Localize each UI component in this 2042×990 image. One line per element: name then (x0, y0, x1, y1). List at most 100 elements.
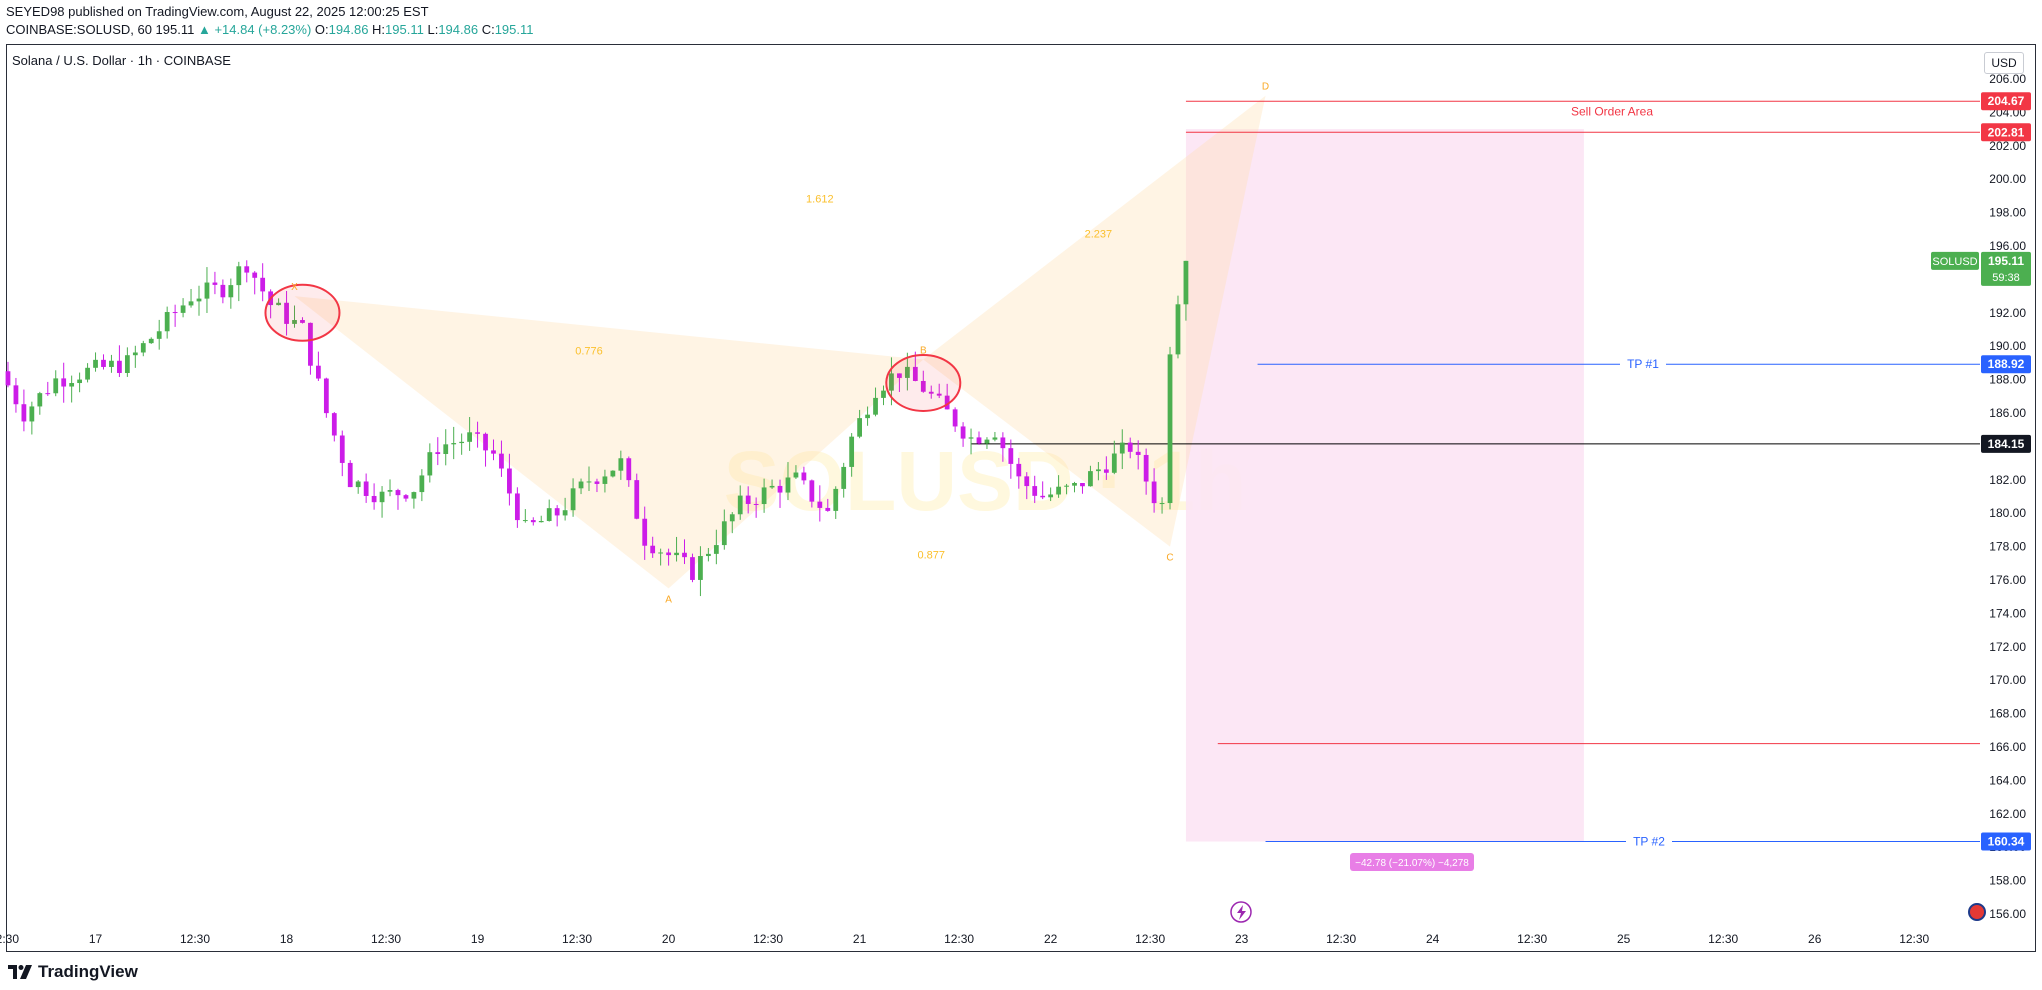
highlight-circle (264, 283, 341, 342)
high-value: 195.11 (385, 22, 424, 37)
candle-body (554, 508, 560, 516)
price-tag-bg (1981, 832, 2031, 851)
symbol-tag-bg (1931, 251, 1979, 270)
candle-body (809, 480, 815, 502)
candle-body (578, 481, 584, 489)
x-tick-label: 22 (1044, 932, 1058, 946)
candle-body (1175, 304, 1181, 355)
candle-body (1008, 448, 1014, 464)
y-tick-label: 172.00 (1989, 640, 2026, 654)
candle-body (1072, 482, 1077, 486)
tradingview-logo-icon (8, 965, 32, 979)
candle-body (562, 510, 568, 516)
candle-body (889, 373, 894, 391)
highlight-circle (885, 353, 962, 412)
price-tag-label: 188.92 (1988, 357, 2025, 371)
publisher-line: SEYED98 published on TradingView.com, Au… (6, 4, 429, 19)
y-tick-label: 158.00 (1989, 874, 2026, 888)
candle-body (53, 378, 59, 394)
candle-body (984, 439, 990, 444)
candle-body (658, 552, 664, 554)
candle-body (634, 480, 640, 519)
candle-body (69, 383, 75, 387)
candle-body (546, 508, 552, 521)
chart-frame (6, 44, 2036, 952)
y-tick-label: 202.00 (1989, 139, 2026, 153)
candle-body (244, 266, 250, 273)
candle-body (602, 476, 608, 484)
candle-body (172, 312, 178, 314)
candle-body (1088, 471, 1093, 487)
candle-body (936, 393, 942, 396)
candle-body (459, 441, 465, 444)
price-tag-bg (1981, 355, 2031, 374)
lightning-icon-bolt (1237, 905, 1246, 920)
candle-body (475, 432, 480, 434)
close-label: C: (481, 22, 495, 37)
countdown-label: 59:38 (1992, 272, 2020, 284)
candle-body (570, 488, 576, 511)
candle-body (777, 485, 783, 493)
x-tick-label: 12:30 (371, 932, 401, 946)
tradingview-logo[interactable]: TradingView (8, 962, 138, 982)
candle-body (419, 475, 425, 493)
pattern-ratio-label: 2.237 (1085, 229, 1113, 241)
y-tick-label: 198.00 (1989, 206, 2026, 220)
currency-button[interactable]: USD (1984, 52, 2024, 74)
price-tag-bg (1981, 123, 2031, 142)
candle-body (1096, 469, 1101, 472)
candle-body (713, 545, 719, 554)
x-tick-label: 18 (280, 932, 294, 946)
candle-body (220, 284, 226, 298)
x-tick-label: 26 (1808, 932, 1822, 946)
x-tick-label: 17 (89, 932, 103, 946)
candle-body (339, 435, 345, 463)
low-label: L: (427, 22, 439, 37)
candle-body (5, 371, 11, 386)
x-tick-label: 12:30 (1326, 932, 1356, 946)
candle-body (1064, 485, 1069, 487)
pattern-point-c: C (1166, 553, 1173, 564)
candle-body (260, 277, 266, 292)
candle-body (514, 493, 520, 521)
lightning-icon (1230, 901, 1252, 923)
y-tick-label: 206.00 (1989, 72, 2026, 86)
candle-body (698, 556, 703, 580)
pattern-ratio-label: 1.612 (806, 194, 834, 206)
y-tick-label: 180.00 (1989, 506, 2026, 520)
candle-body (491, 450, 496, 454)
pattern-ratio-label: 0.877 (917, 549, 945, 561)
candle-body (379, 491, 385, 503)
candle-body (13, 385, 19, 405)
candle-body (483, 433, 488, 451)
candle-body (642, 518, 648, 546)
tp1-label: TP #1 (1627, 357, 1659, 371)
x-tick-label: 19 (471, 932, 485, 946)
pattern-point-x: X (291, 282, 298, 293)
candle-body (1135, 451, 1141, 455)
price-tag-label: 184.15 (1988, 437, 2025, 451)
candle-body (594, 481, 600, 484)
candle-body (968, 437, 974, 439)
measure-label-bg (1350, 853, 1474, 871)
candle-body (1143, 454, 1149, 482)
pattern-xab-triangle (294, 296, 924, 589)
candle-body (180, 305, 186, 313)
price-tag-label: 204.67 (1988, 94, 2025, 108)
x-tick-label: 12:30 (753, 932, 783, 946)
candle-body (522, 520, 528, 522)
candle-body (881, 390, 886, 398)
candle-body (674, 552, 679, 556)
y-tick-label: 156.00 (1989, 907, 2026, 921)
candle-body (769, 485, 775, 488)
x-tick-label: 12:30 (944, 932, 974, 946)
candle-body (753, 503, 759, 505)
candle-body (729, 514, 735, 522)
open-label: O: (314, 22, 329, 37)
candle-body (276, 302, 281, 306)
x-tick-label: 23 (1235, 932, 1249, 946)
candle-body (1111, 453, 1117, 473)
candle-body (626, 458, 632, 481)
candle-body (347, 462, 353, 488)
